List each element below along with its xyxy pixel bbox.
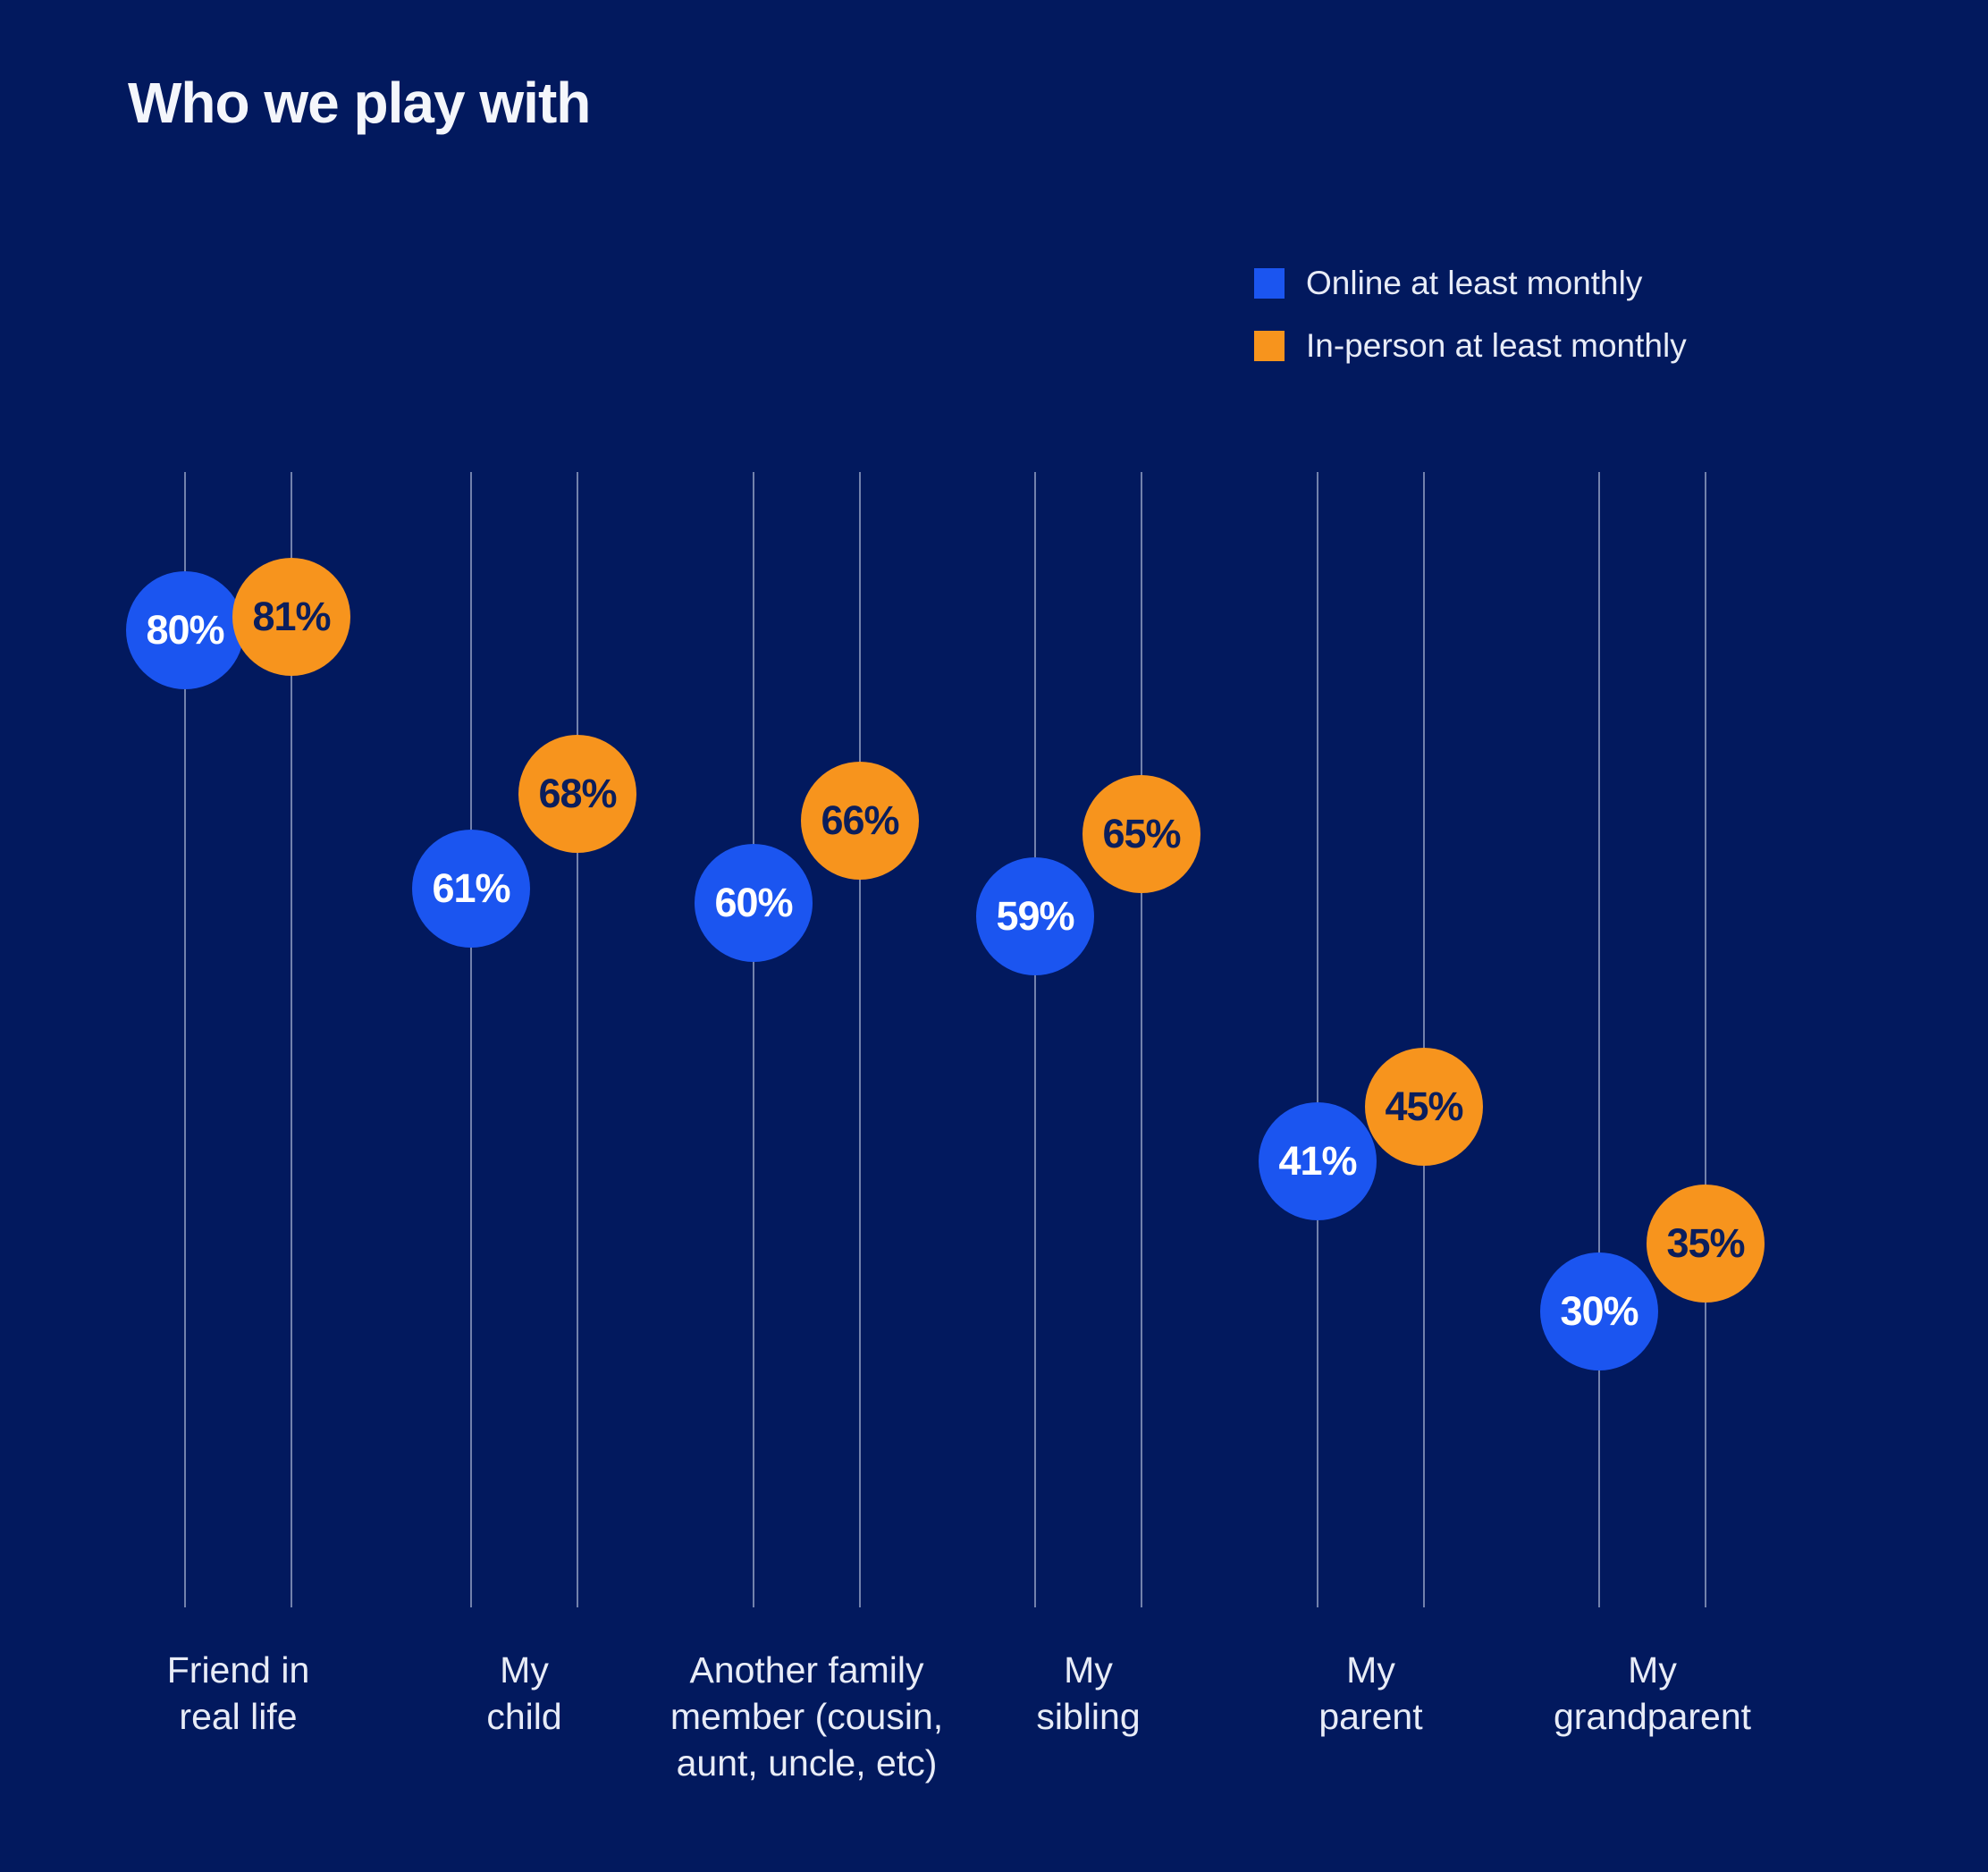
online-data-point: 59% [976, 856, 1094, 975]
legend-label-online: Online at least monthly [1306, 265, 1643, 301]
legend-item-inperson: In-person at least monthly [1254, 326, 1687, 366]
category-label: My grandparent [1554, 1647, 1751, 1740]
category-label-line: parent [1318, 1696, 1423, 1737]
inperson-data-point: 66% [801, 762, 919, 881]
category-label-line: Friend in [166, 1649, 310, 1691]
inperson-legend-swatch-icon [1254, 331, 1285, 361]
online-data-point: 61% [412, 830, 530, 949]
online-data-point: 41% [1259, 1102, 1377, 1221]
online-data-point: 80% [126, 570, 244, 689]
inperson-data-point: 65% [1082, 775, 1200, 894]
gridline [859, 472, 861, 1607]
category-label: Another family member (cousin, aunt, uncle… [670, 1647, 943, 1786]
gridline [1598, 472, 1600, 1607]
inperson-data-point: 68% [518, 734, 636, 853]
category-label-line: grandparent [1553, 1696, 1752, 1737]
gridline [184, 472, 186, 1607]
inperson-data-point: 35% [1647, 1184, 1765, 1303]
gridline [1705, 472, 1706, 1607]
online-legend-swatch-icon [1254, 268, 1285, 299]
gridline [470, 472, 472, 1607]
category-label-line: aunt, uncle, etc) [676, 1742, 938, 1783]
category-label-line: My [1346, 1649, 1395, 1691]
category-label: My parent [1318, 1647, 1422, 1740]
category-label: Friend in real life [167, 1647, 310, 1740]
legend-item-online: Online at least monthly [1254, 264, 1687, 303]
category-label: My sibling [1036, 1647, 1140, 1740]
inperson-data-point: 45% [1365, 1048, 1483, 1167]
category-label-line: real life [179, 1696, 298, 1737]
category-label-line: My [1628, 1649, 1677, 1691]
category-label-line: child [486, 1696, 562, 1737]
category-label-line: sibling [1036, 1696, 1141, 1737]
online-data-point: 60% [695, 843, 813, 962]
online-data-point: 30% [1540, 1252, 1658, 1370]
inperson-data-point: 81% [232, 557, 350, 676]
category-label: My child [486, 1647, 561, 1740]
category-label-line: member (cousin, [670, 1696, 944, 1737]
gridline [1141, 472, 1142, 1607]
legend: Online at least monthly In-person at lea… [1254, 264, 1687, 366]
gridline [577, 472, 578, 1607]
gridline [291, 472, 292, 1607]
gridline [753, 472, 754, 1607]
gridline [1423, 472, 1425, 1607]
legend-label-inperson: In-person at least monthly [1306, 327, 1687, 364]
chart-title: Who we play with [128, 71, 591, 135]
category-label-line: My [500, 1649, 549, 1691]
gridline [1317, 472, 1318, 1607]
gridline [1034, 472, 1036, 1607]
category-label-line: Another family [689, 1649, 924, 1691]
category-label-line: My [1064, 1649, 1113, 1691]
